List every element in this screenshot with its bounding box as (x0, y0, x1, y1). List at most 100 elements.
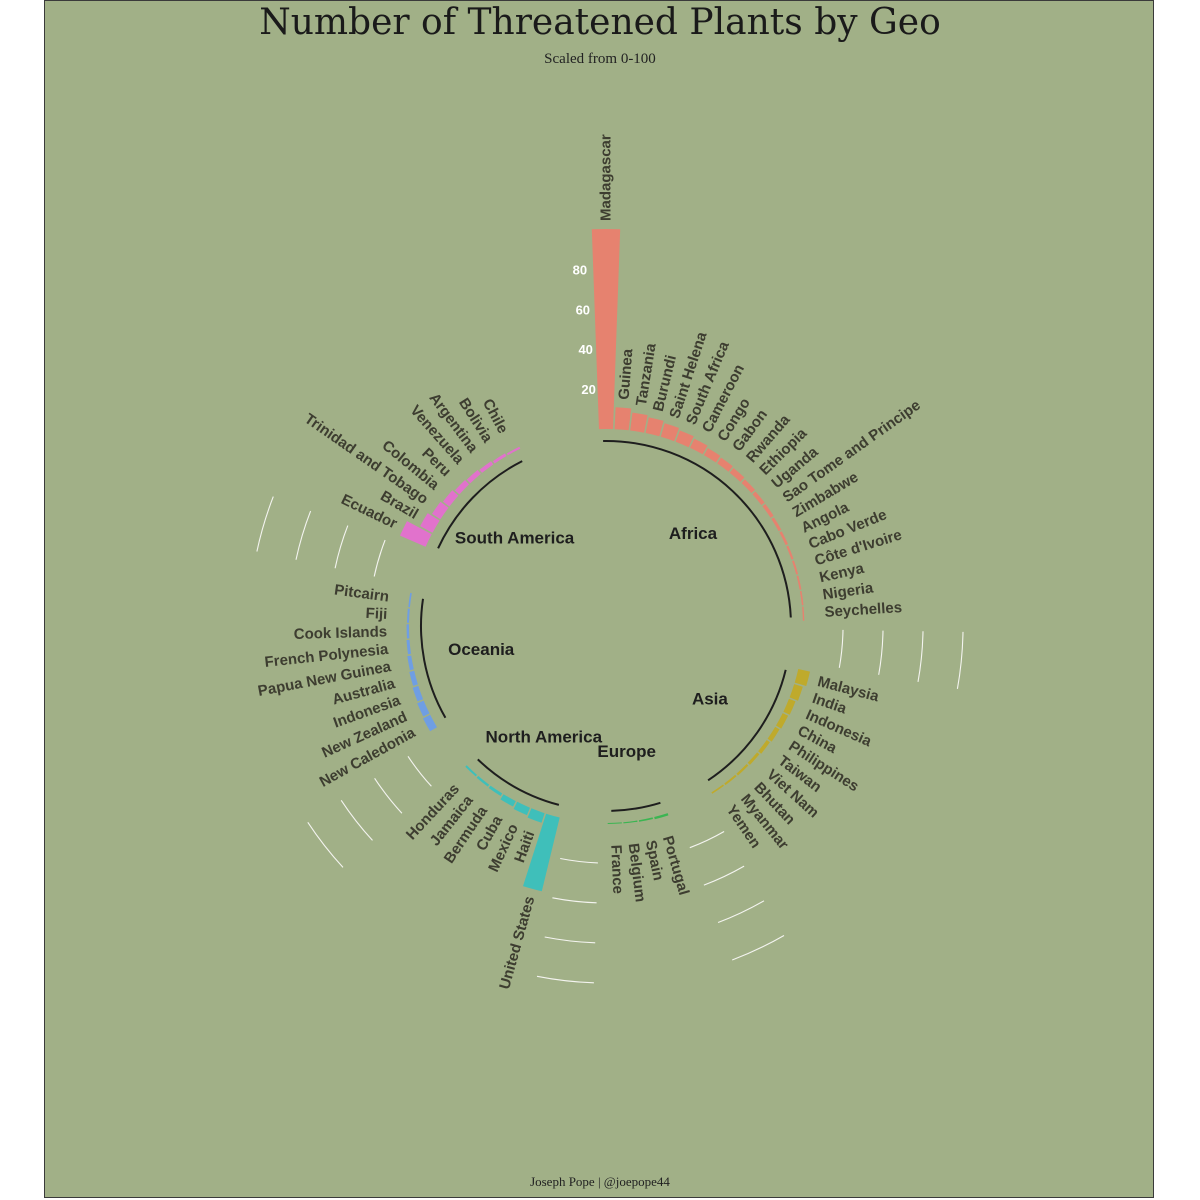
baseline-asia (707, 669, 787, 782)
label-cook-islands: Cook Islands (294, 623, 388, 643)
bar-cabo-verde (786, 545, 794, 560)
gridline-gap-4-20 (373, 539, 386, 577)
bar-new-caledonia (423, 714, 437, 732)
group-label-south-america: South America (455, 528, 575, 547)
gridline-gap-2-20 (560, 857, 598, 864)
baseline-north-america (477, 758, 560, 806)
bar-peru (454, 480, 470, 495)
bar-spain (638, 817, 653, 822)
bar-madagascar (591, 229, 621, 430)
group-label-europe: Europe (597, 742, 656, 761)
bar-south-africa (675, 430, 694, 448)
gridline-gap-2-40 (552, 897, 597, 904)
bar-cote-d-ivoire (792, 560, 799, 575)
label-fiji: Fiji (365, 605, 388, 623)
bar-jamaica (476, 775, 490, 787)
gridline-gap-4-40 (334, 525, 349, 569)
gridline-gap-4-80 (256, 496, 274, 552)
group-label-oceania: Oceania (448, 640, 515, 659)
label-guinea: Guinea (616, 348, 637, 401)
bar-zimbabwe (771, 517, 782, 532)
bar-honduras (465, 765, 477, 777)
bar-france (607, 822, 622, 824)
gridline-gap-3-80 (307, 821, 344, 868)
bar-ethiopia (741, 479, 755, 493)
gap-gridlines (256, 496, 964, 984)
chart-subtitle: Scaled from 0-100 (544, 51, 656, 67)
gridline-gap-0-20 (838, 629, 844, 668)
bar-nigeria (799, 591, 804, 606)
gridline-gap-2-80 (536, 975, 594, 984)
bar-yemen (711, 784, 724, 794)
label-madagascar: Madagascar (598, 134, 615, 221)
y-tick-80: 80 (573, 263, 587, 278)
bar-uganda (752, 491, 765, 505)
bar-ecuador (400, 521, 432, 547)
bar-guinea (614, 407, 632, 431)
bar-portugal (654, 813, 669, 820)
label-france: France (607, 844, 626, 894)
bar-indonesia (783, 698, 796, 715)
group-baselines (420, 439, 792, 812)
bar-haiti (527, 808, 545, 823)
bar-viet-nam (747, 752, 760, 765)
gridline-gap-3-40 (374, 777, 403, 814)
bars-layer (400, 229, 810, 892)
bar-fiji (407, 608, 410, 623)
gridline-gap-4-60 (295, 510, 312, 560)
bar-sao-tome-and-principe (762, 504, 774, 518)
gridline-gap-1-60 (717, 900, 765, 924)
label-seychelles: Seychelles (824, 599, 902, 621)
baseline-africa (603, 439, 792, 618)
bar-french-polynesia (406, 639, 411, 655)
bar-seychelles (802, 606, 805, 621)
bar-chile (506, 446, 521, 456)
bar-argentina (479, 461, 494, 473)
bar-united-states (523, 813, 560, 892)
bar-bolivia (492, 453, 507, 464)
group-label-asia: Asia (692, 690, 728, 709)
group-label-africa: Africa (669, 524, 718, 543)
bar-trinidad-and-tobago (432, 501, 449, 520)
bar-papua-new-guinea (407, 655, 414, 671)
y-tick-60: 60 (576, 302, 590, 317)
bar-pitcairn (408, 592, 412, 608)
bar-india (789, 684, 803, 701)
chart-caption: Joseph Pope | @joepope44 (530, 1174, 670, 1189)
bar-burundi (645, 417, 664, 437)
baseline-south-america (437, 460, 523, 549)
y-tick-labels: 20 40 60 80 (573, 263, 596, 398)
bar-tanzania (630, 412, 648, 433)
bar-cuba (500, 794, 516, 807)
bar-australia (409, 670, 418, 686)
gridline-gap-0-40 (878, 630, 884, 675)
bar-belgium (623, 820, 638, 824)
label-united-states: United States (496, 894, 538, 991)
bar-kenya (796, 575, 802, 590)
bar-china (776, 713, 789, 729)
bar-rwanda (729, 468, 745, 482)
gridline-gap-0-80 (956, 631, 964, 689)
bar-congo (703, 448, 721, 463)
gridline-gap-1-80 (732, 935, 785, 961)
bar-philippines (767, 726, 780, 742)
bar-cook-islands (406, 624, 410, 639)
baseline-europe (611, 801, 661, 812)
bar-malaysia (794, 669, 810, 686)
y-tick-20: 20 (581, 382, 595, 397)
bar-mexico (513, 801, 530, 816)
gridline-gap-2-60 (544, 936, 596, 944)
label-pitcairn: Pitcairn (333, 581, 390, 605)
bar-angola (779, 531, 788, 546)
gridline-gap-1-20 (689, 831, 725, 849)
bar-gabon (717, 457, 733, 472)
bar-taiwan (758, 740, 770, 754)
gridline-gap-3-20 (407, 755, 432, 787)
gridline-gap-1-40 (703, 865, 745, 886)
gridline-gap-3-60 (340, 799, 373, 841)
bar-venezuela (466, 470, 481, 484)
bar-brazil (420, 513, 440, 533)
bar-cameroon (690, 438, 708, 455)
